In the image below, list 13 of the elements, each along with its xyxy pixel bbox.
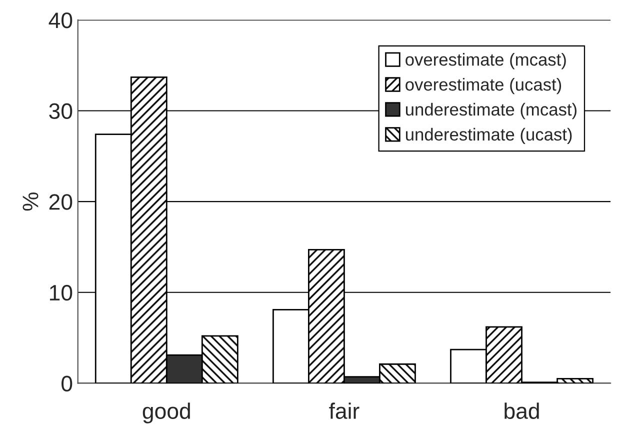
y-tick-label: 40: [48, 12, 72, 28]
x-tick-label: good: [142, 402, 190, 424]
x-tick-label: bad: [504, 402, 539, 419]
y-tick-label: 20: [49, 194, 72, 210]
legend-label: underestimate (ucast): [406, 128, 572, 144]
y-axis-title: %: [22, 192, 38, 211]
x-tick-label: fair: [329, 402, 360, 419]
y-tick-label: 30: [49, 103, 72, 120]
legend-label: underestimate (mcast): [406, 102, 576, 120]
y-tick-label: 10: [50, 284, 72, 301]
legend-label: overestimate (ucast): [406, 78, 562, 94]
legend-label: overestimate (mcast): [406, 53, 566, 70]
y-tick-label: 0: [62, 376, 72, 392]
